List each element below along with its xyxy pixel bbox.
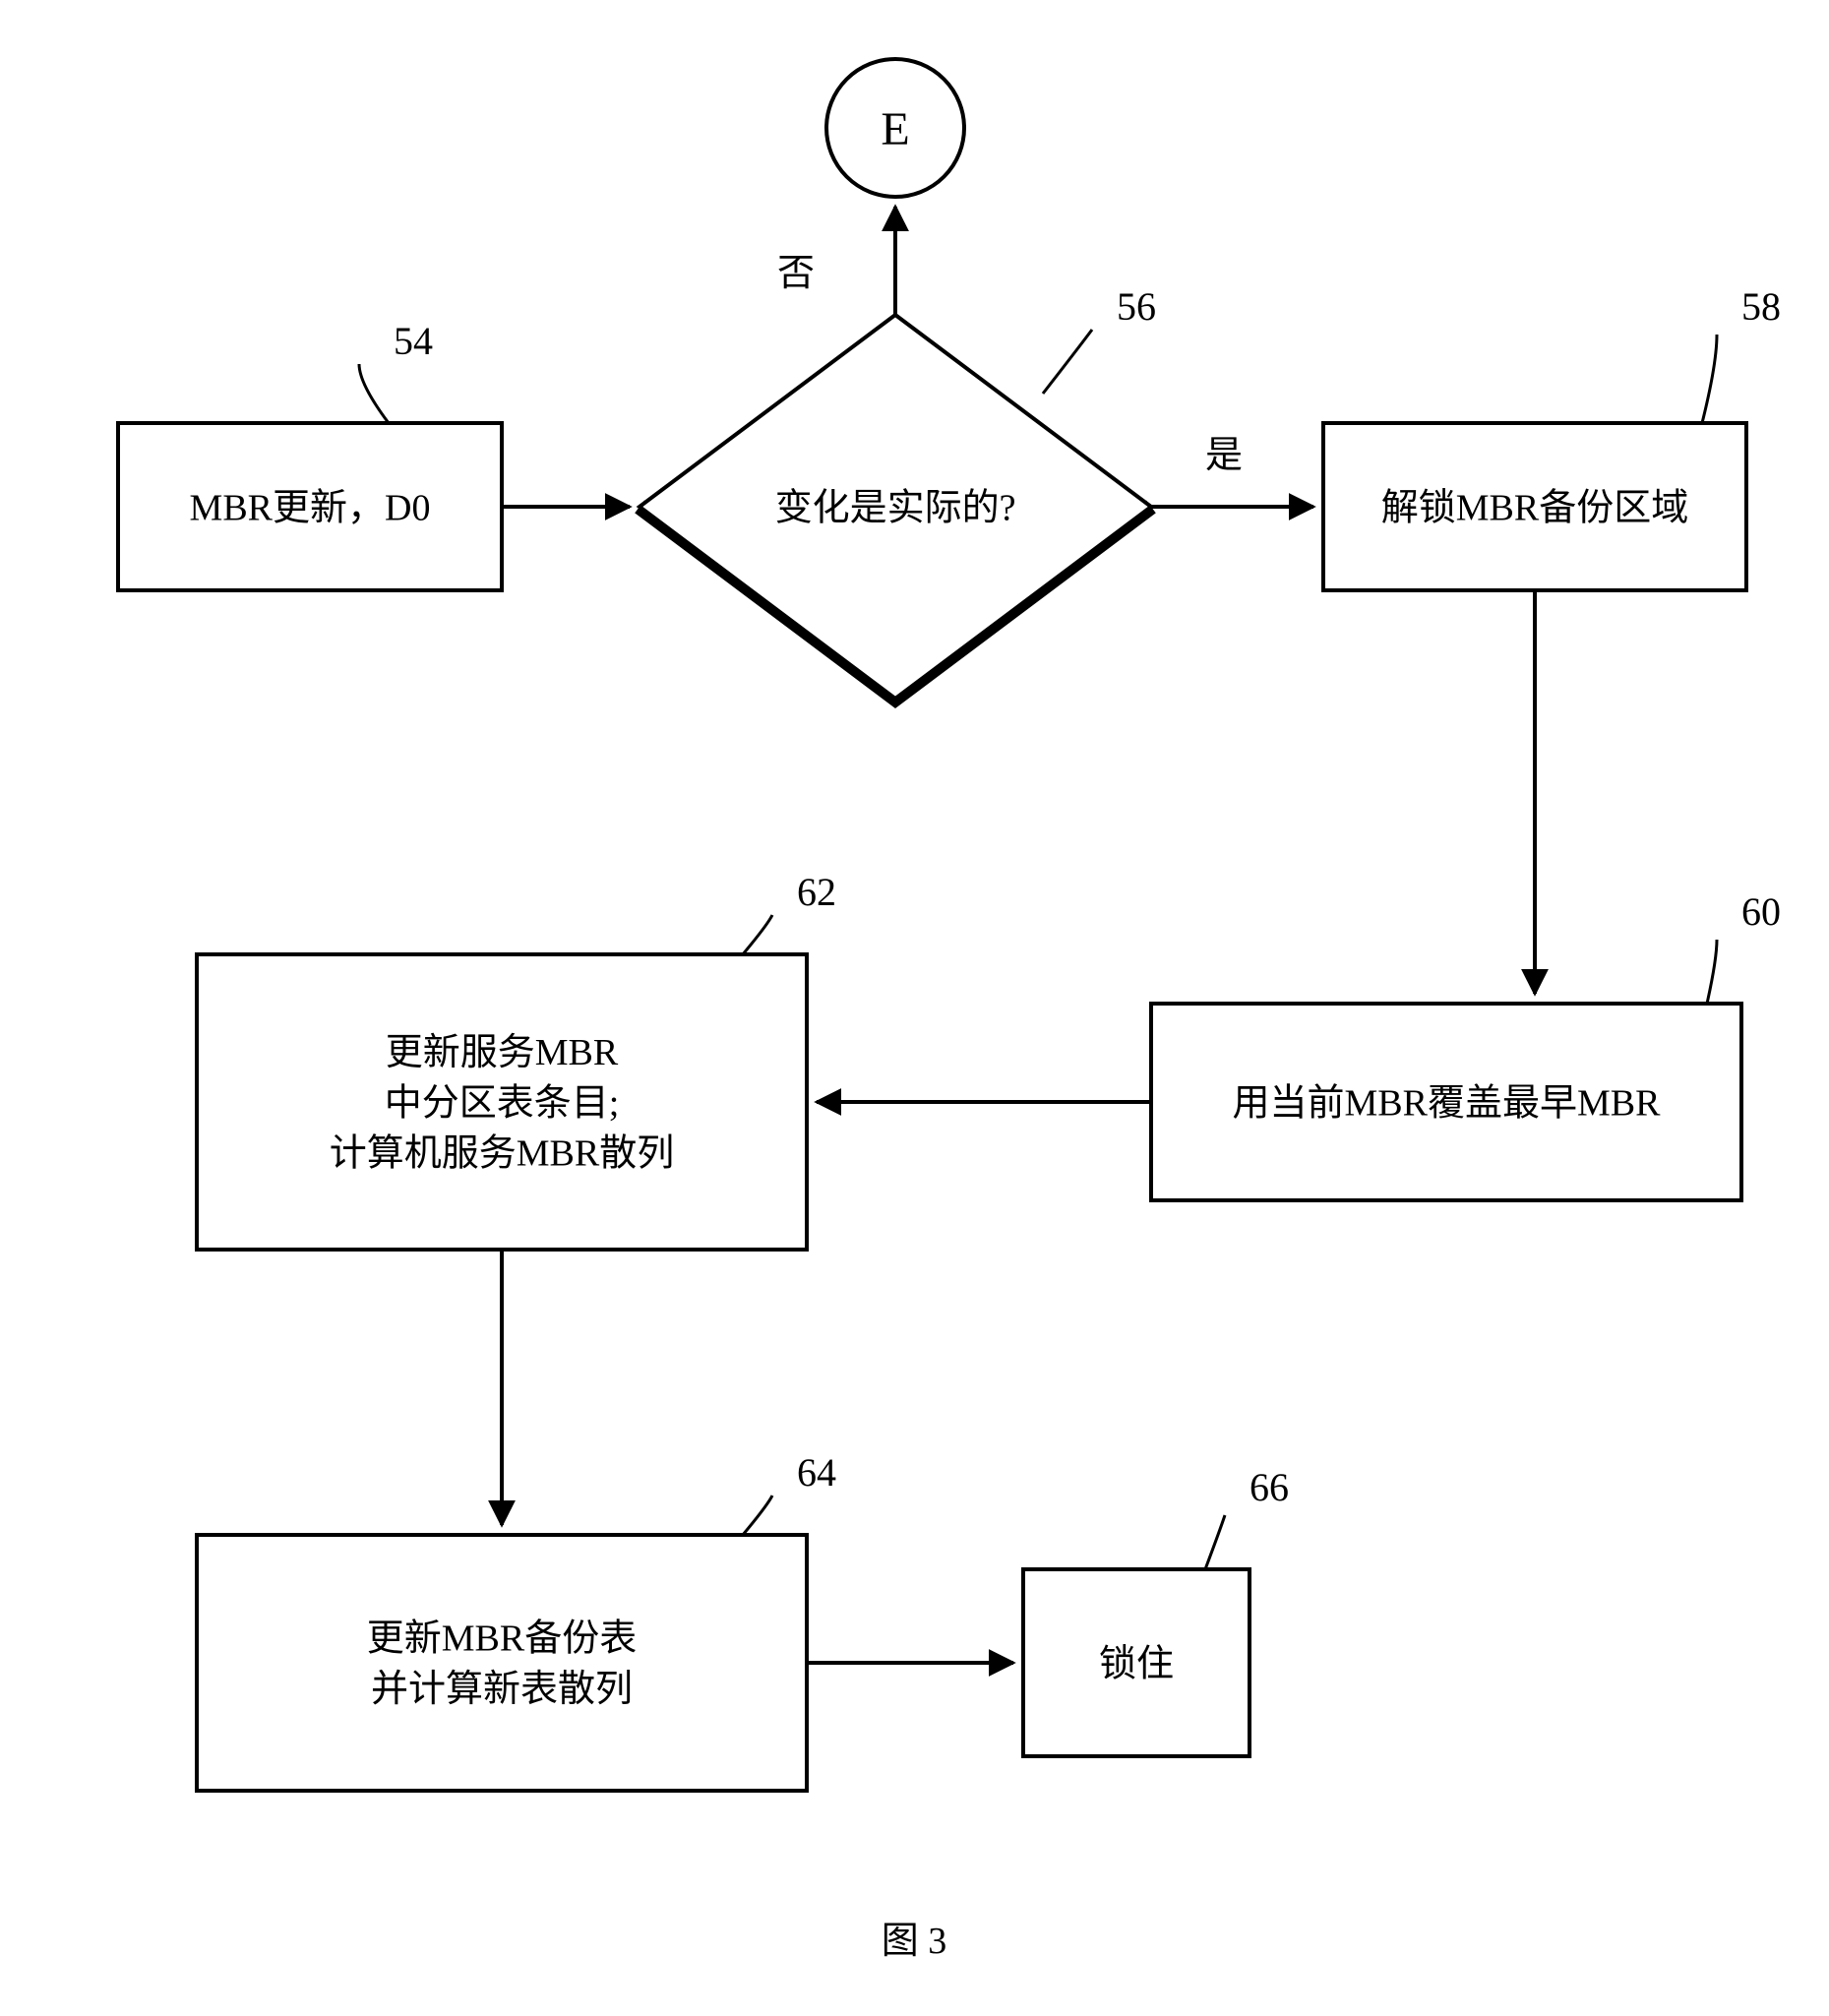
node-label-line: 变化是实际的?	[775, 487, 1016, 528]
node-label-line: 更新MBR备份表	[367, 1619, 637, 1660]
edge-label: 否	[777, 253, 815, 294]
node-label-line: 锁住	[1099, 1643, 1174, 1684]
node-ref: 54	[394, 319, 433, 363]
node-label-line: 中分区表条目;	[385, 1082, 620, 1124]
node-ref: 64	[797, 1450, 836, 1495]
figure-caption: 图 3	[882, 1921, 947, 1962]
node-ref: 56	[1117, 284, 1156, 329]
node-ref: 58	[1741, 284, 1781, 329]
node-ref: 60	[1741, 889, 1781, 934]
node-label-line: MBR更新，D0	[190, 487, 431, 528]
edge-label: 是	[1205, 435, 1243, 476]
node-label-line: 更新服务MBR	[386, 1032, 619, 1073]
node-label-line: 解锁MBR备份区域	[1381, 487, 1688, 528]
node-label-line: 计算机服务MBR散列	[330, 1133, 674, 1175]
node-ref: 62	[797, 870, 836, 914]
node-label: E	[881, 103, 909, 155]
node-label-line: 并计算新表散列	[371, 1669, 633, 1710]
node-ref: 66	[1250, 1465, 1289, 1509]
node-label-line: 用当前MBR覆盖最早MBR	[1233, 1082, 1662, 1124]
node-circle_e: E	[826, 59, 964, 197]
flowchart-canvas: 否是 E MBR更新，D0 54 变化是实际的? 56 解锁MBR备份区域 58 用当前MBR覆…	[0, 0, 1829, 2016]
